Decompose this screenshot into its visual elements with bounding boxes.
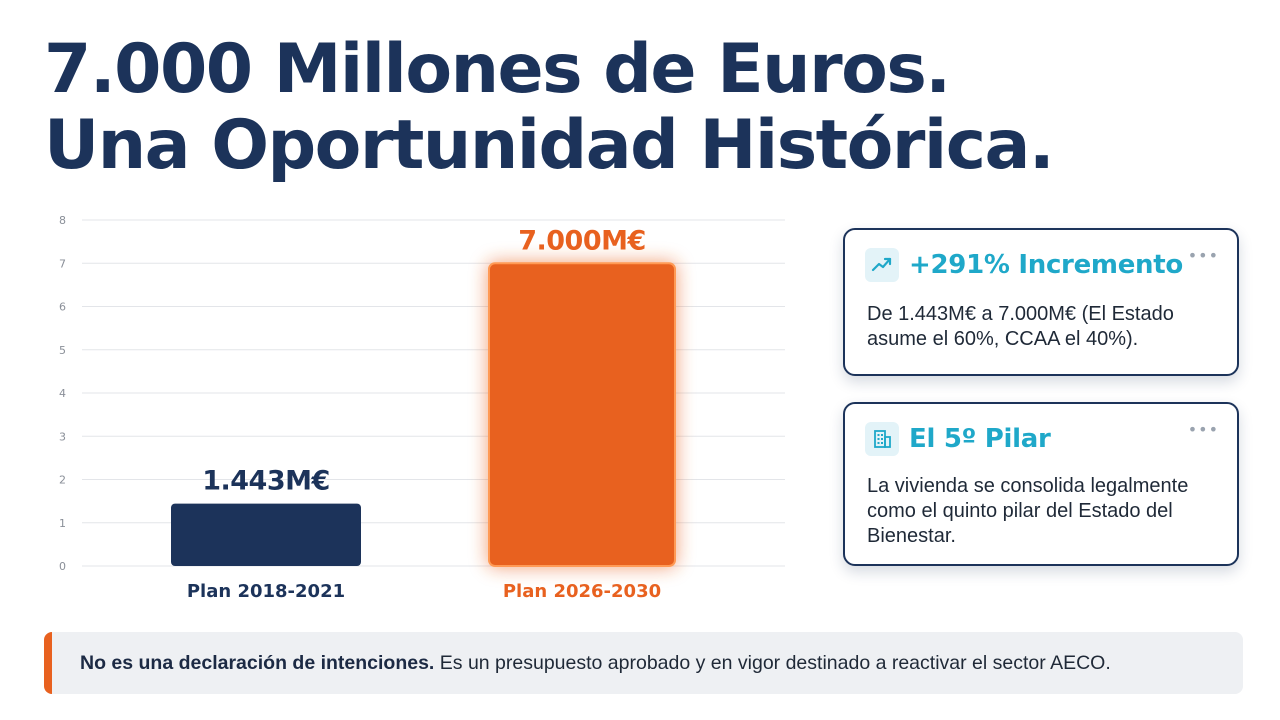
banner-accent-bar xyxy=(44,632,52,694)
y-tick-label: 3 xyxy=(59,430,66,443)
category-label-2: Plan 2026-2030 xyxy=(503,581,661,602)
y-tick-label: 4 xyxy=(59,387,66,400)
pillar-card-header: El 5º Pilar xyxy=(865,422,1051,456)
data-label-1: 1.443M€ xyxy=(202,466,330,497)
data-label-2: 7.000M€ xyxy=(518,225,646,256)
banner-bold-text: No es una declaración de intenciones. xyxy=(80,651,435,674)
y-tick-label: 7 xyxy=(59,257,66,270)
title-line-1: 7.000 Millones de Euros. xyxy=(44,30,951,109)
y-tick-label: 5 xyxy=(59,344,66,357)
info-banner: No es una declaración de intenciones. Es… xyxy=(44,632,1243,694)
increment-card-body: De 1.443M€ a 7.000M€ (El Estado asume el… xyxy=(867,303,1174,350)
bar-2 xyxy=(488,262,676,567)
building-icon xyxy=(865,422,899,456)
pillar-card-body: La vivienda se consolida legalmente como… xyxy=(867,475,1189,547)
increment-card-header: +291% Incremento xyxy=(865,248,1183,282)
y-tick-label: 8 xyxy=(59,214,66,227)
page-title: 7.000 Millones de Euros. Una Oportunidad… xyxy=(44,30,1055,185)
increment-card: +291% Incremento ••• De 1.443M€ a 7.000M… xyxy=(843,228,1239,376)
more-options-icon[interactable]: ••• xyxy=(1187,420,1219,439)
y-tick-label: 0 xyxy=(59,560,66,573)
chart-labels: 1.443M€ Plan 2018-2021 7.000M€ Plan 2026-20… xyxy=(187,225,661,602)
chart-bars xyxy=(171,261,677,568)
y-tick-label: 6 xyxy=(59,301,66,314)
y-tick-label: 2 xyxy=(59,474,66,487)
y-tick-label: 1 xyxy=(59,517,66,530)
banner-regular-text: Es un presupuesto aprobado y en vigor de… xyxy=(434,651,1111,674)
category-label-1: Plan 2018-2021 xyxy=(187,581,345,602)
bar-1 xyxy=(171,503,361,566)
title-line-2: Una Oportunidad Histórica. xyxy=(44,106,1055,185)
trending-up-icon xyxy=(865,248,899,282)
increment-card-title: +291% Incremento xyxy=(909,250,1183,280)
banner-text: No es una declaración de intenciones. Es… xyxy=(80,652,1111,675)
bar-chart: 0 1 2 3 4 5 6 7 8 1.443M€ Plan 2018-2021 7.000M€ Pl… xyxy=(59,214,785,602)
pillar-card-title: El 5º Pilar xyxy=(909,424,1051,454)
y-axis-ticks: 0 1 2 3 4 5 6 7 8 xyxy=(59,214,66,573)
more-options-icon[interactable]: ••• xyxy=(1187,246,1219,265)
pillar-card: El 5º Pilar ••• La vivienda se consolida… xyxy=(843,402,1239,566)
